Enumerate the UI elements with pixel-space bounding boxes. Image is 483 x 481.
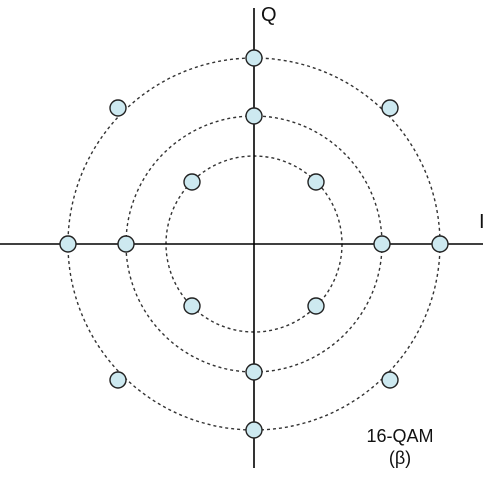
constellation-point: [245, 49, 263, 67]
caption-subtitle: (β): [388, 448, 412, 468]
constellation-point: [245, 421, 263, 439]
constellation-point: [245, 363, 263, 381]
constellation-points: [59, 49, 449, 439]
constellation-point: [373, 235, 391, 253]
axis-i-label: I: [479, 211, 483, 233]
constellation-point: [431, 235, 449, 253]
constellation-point: [307, 173, 325, 191]
constellation-point: [183, 297, 201, 315]
axis-q-label: Q: [261, 4, 277, 26]
constellation-point: [117, 235, 135, 253]
constellation-point: [381, 99, 399, 117]
constellation-point: [245, 107, 263, 125]
constellation-point: [109, 99, 127, 117]
constellation-point: [59, 235, 77, 253]
axes: [0, 8, 483, 468]
constellation-point: [183, 173, 201, 191]
constellation-point: [381, 371, 399, 389]
caption-title: 16-QAM: [366, 426, 434, 446]
constellation-point: [307, 297, 325, 315]
constellation-point: [109, 371, 127, 389]
caption: 16-QAM (β): [360, 425, 440, 469]
